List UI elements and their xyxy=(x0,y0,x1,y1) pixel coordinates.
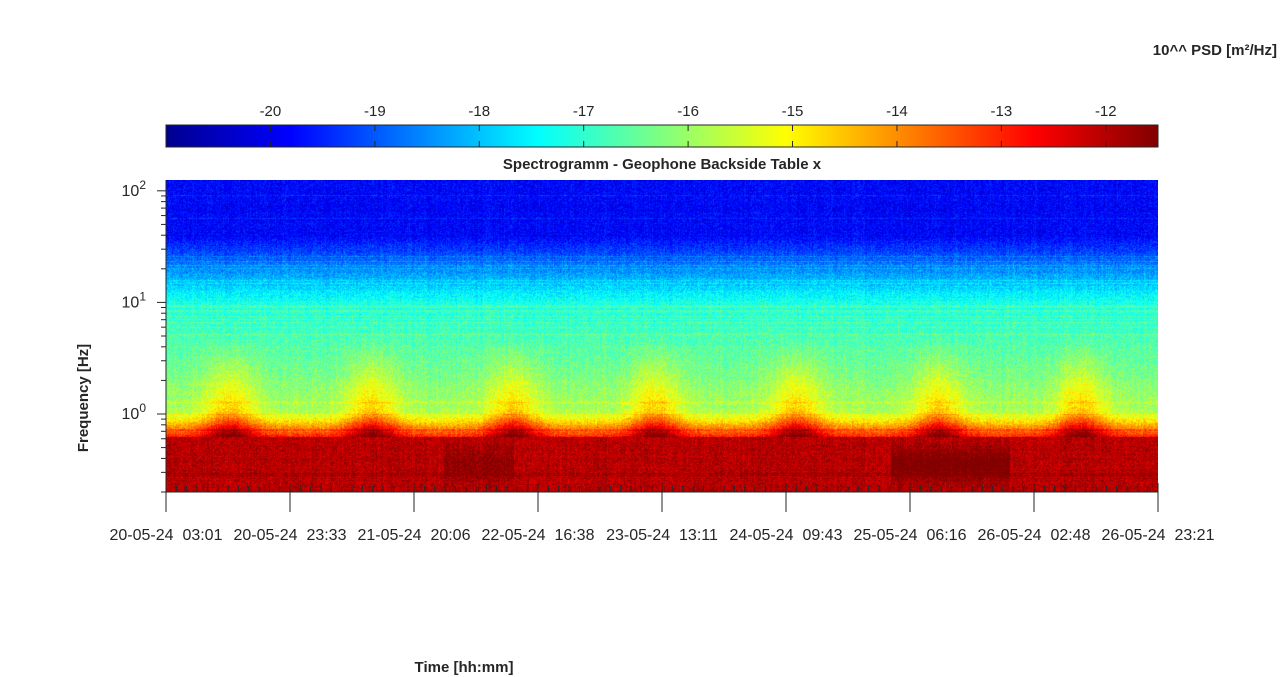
colorbar-tick-label: -20 xyxy=(260,103,282,120)
x-tick-label: 20-05-24 03:01 xyxy=(110,527,223,544)
y-tick-label: 100 xyxy=(122,401,147,423)
chart-title: Spectrogramm - Geophone Backside Table x xyxy=(503,156,822,173)
colorbar-gradient xyxy=(166,125,1158,147)
colorbar-frame xyxy=(165,124,1159,148)
colorbar-tick-label: -15 xyxy=(782,103,804,120)
colorbar: -20 -19 -18 -17 -16 -15 -14 -13 -12 xyxy=(165,103,1159,148)
colorbar-label: 10^^ PSD [m²/Hz] xyxy=(1153,42,1277,59)
spectrogram-plot-area xyxy=(166,180,1158,492)
x-tick-label: 26-05-24 02:48 xyxy=(978,527,1091,544)
x-tick-label: 25-05-24 06:16 xyxy=(854,527,967,544)
colorbar-tick-label: -16 xyxy=(677,103,699,120)
y-tick-exponent: 0 xyxy=(139,401,146,415)
spectrogram-heatmap xyxy=(166,180,1158,492)
colorbar-tick-label: -14 xyxy=(886,103,908,120)
x-tick-label: 20-05-24 23:33 xyxy=(234,527,347,544)
x-tick-label: 26-05-24 23:21 xyxy=(1102,527,1215,544)
x-axis-label: Time [hh:mm] xyxy=(415,659,514,676)
y-tick-label: 101 xyxy=(122,289,147,311)
y-tick-base: 10 xyxy=(122,183,140,200)
x-tick-label: 22-05-24 16:38 xyxy=(482,527,595,544)
colorbar-tick-label: -18 xyxy=(468,103,490,120)
y-axis-label: Frequency [Hz] xyxy=(75,344,92,452)
x-tick-label: 23-05-24 13:11 xyxy=(606,527,718,544)
y-tick-exponent: 2 xyxy=(139,178,146,192)
y-tick-base: 10 xyxy=(122,406,140,423)
colorbar-tick-label: -13 xyxy=(991,103,1013,120)
y-tick-label: 102 xyxy=(122,178,147,200)
colorbar-tick-label: -12 xyxy=(1095,103,1117,120)
x-axis-tick-labels: 20-05-24 03:01 20-05-24 23:33 21-05-24 20:… xyxy=(110,527,1215,544)
colorbar-tick-label: -17 xyxy=(573,103,595,120)
y-tick-exponent: 1 xyxy=(139,289,146,303)
x-axis-ticks xyxy=(165,483,1159,512)
x-tick-label: 24-05-24 09:43 xyxy=(730,527,843,544)
colorbar-ticks: -20 -19 -18 -17 -16 -15 -14 -13 -12 xyxy=(260,103,1117,147)
y-axis-ticks xyxy=(157,190,166,493)
y-tick-base: 10 xyxy=(122,294,140,311)
colorbar-tick-label: -19 xyxy=(364,103,386,120)
x-tick-label: 21-05-24 20:06 xyxy=(358,527,471,544)
